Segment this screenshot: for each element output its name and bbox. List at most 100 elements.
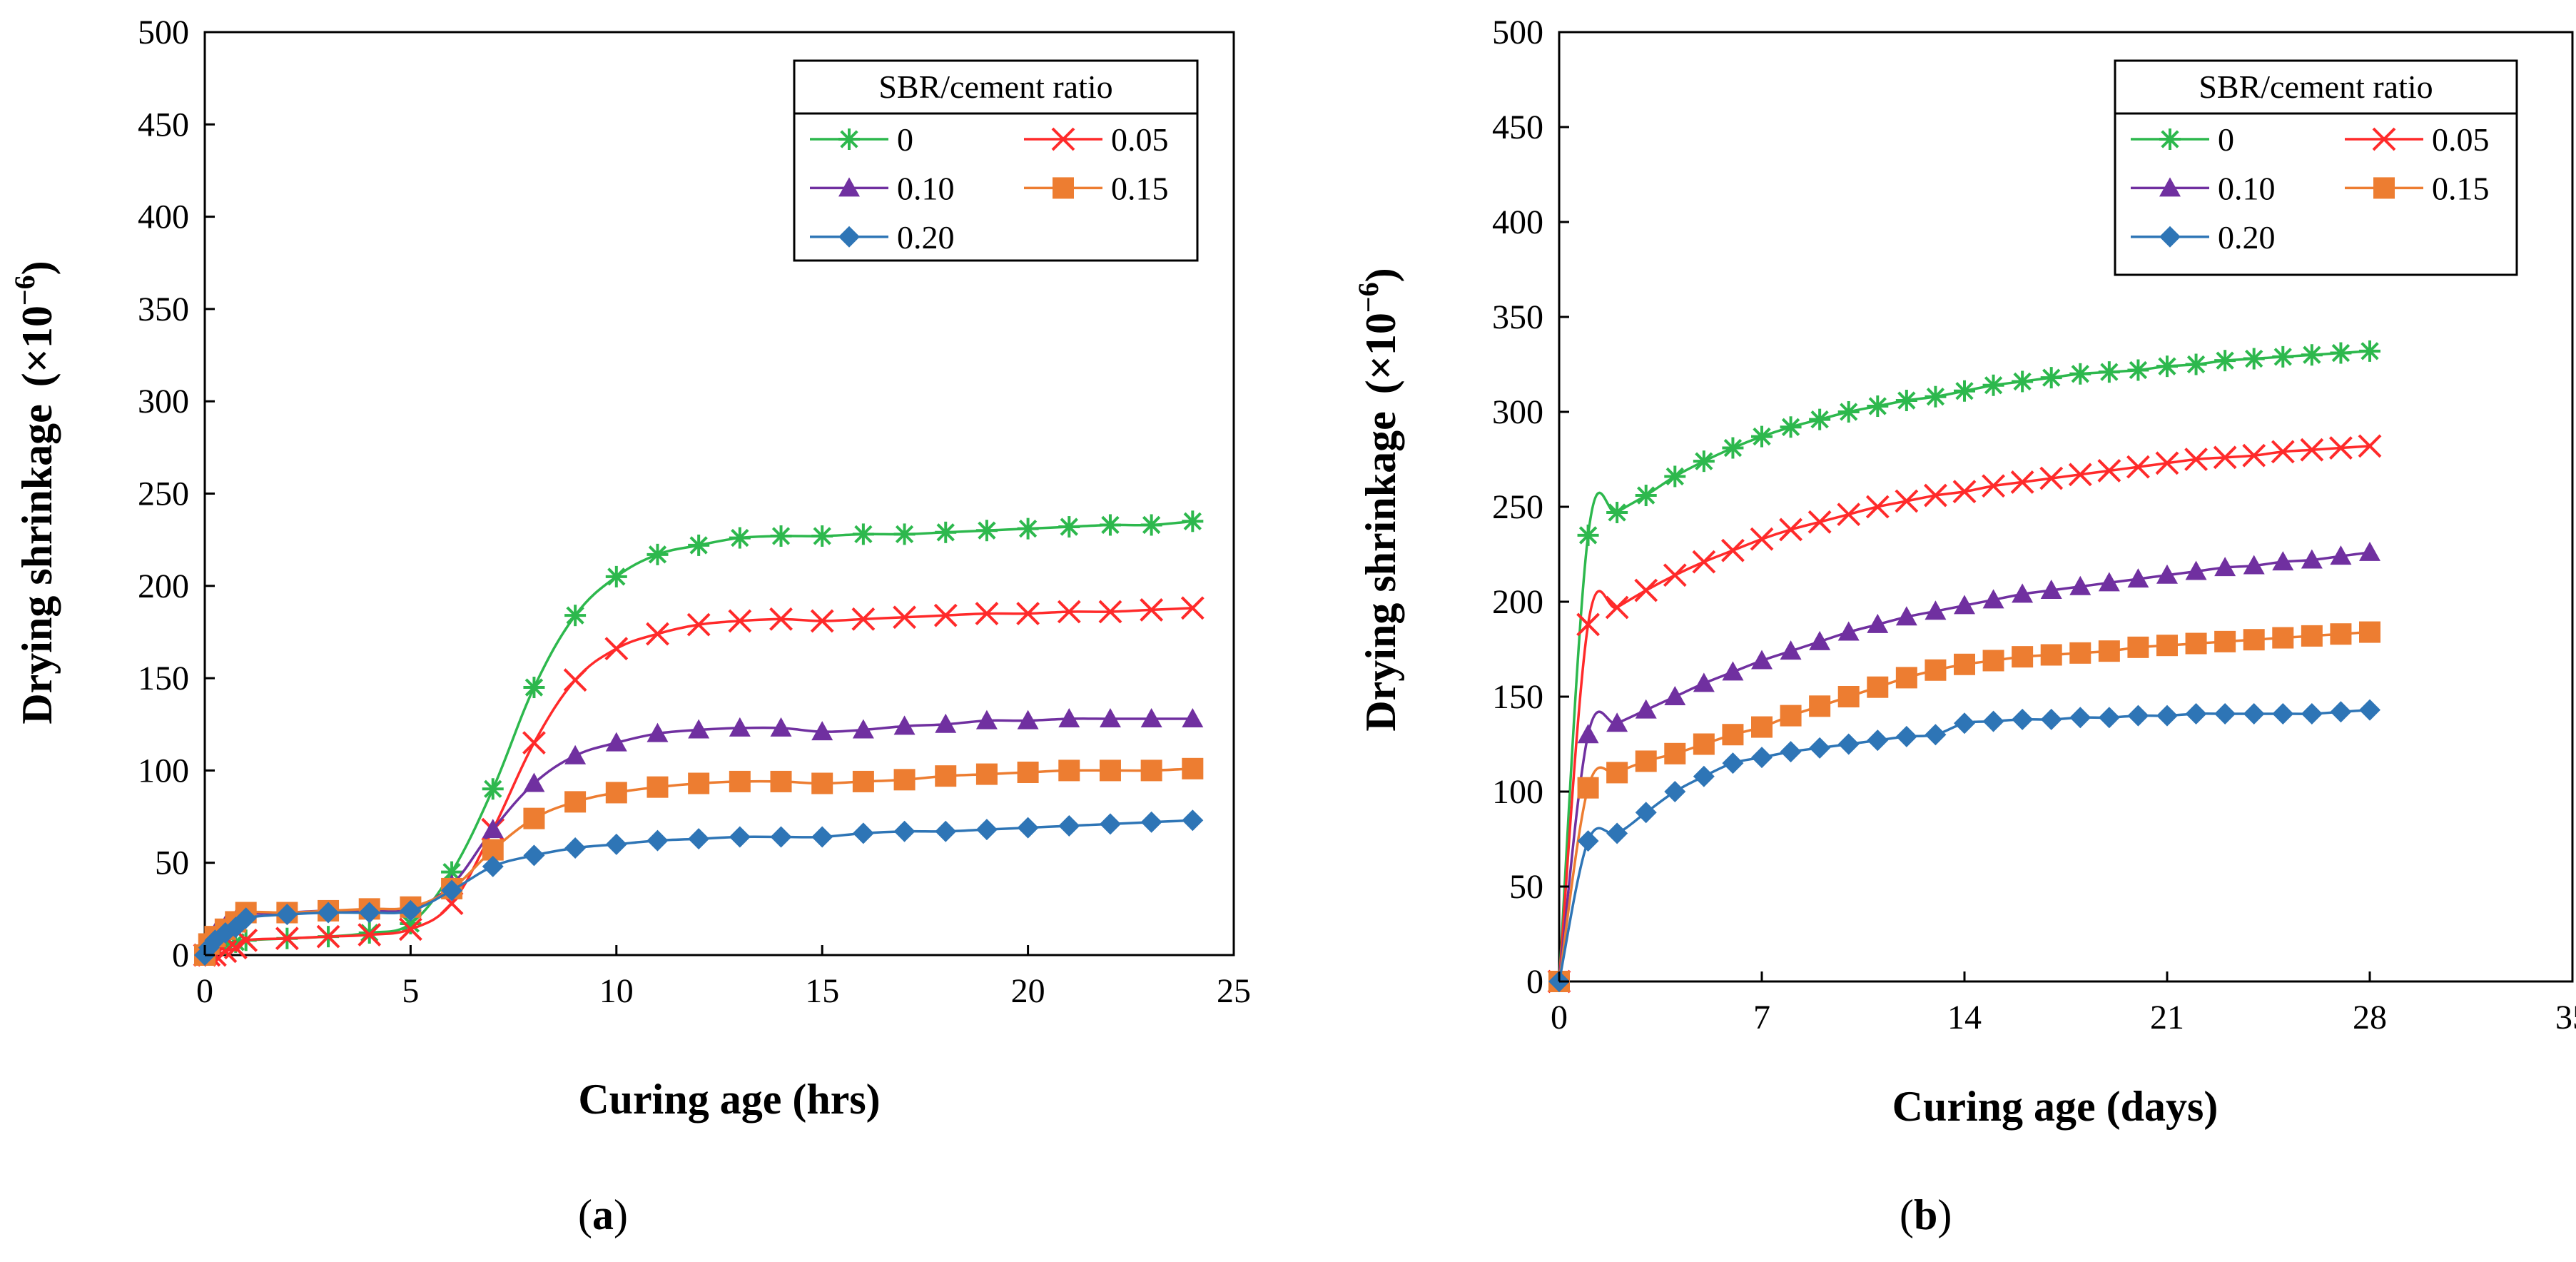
chart-a-y-tick-label: 300: [138, 383, 189, 420]
chart-b-point: [1807, 510, 1832, 534]
chart-b-point: [1693, 765, 1715, 787]
chart-b-point: [2126, 455, 2150, 479]
chart-a-point: [688, 534, 710, 556]
chart-b-y-axis-title-main: Drying shrinkage: [1357, 411, 1404, 731]
chart-b-y-tick-label: 300: [1492, 393, 1543, 431]
chart-b-point: [2271, 440, 2295, 464]
chart-b-point: [1925, 724, 1947, 746]
chart-a-point: [852, 822, 874, 844]
chart-b-legend-marker: [2159, 128, 2181, 150]
panel-letter-b: b: [1913, 1191, 1938, 1238]
chart-a-point: [852, 770, 874, 792]
chart-b-point: [1634, 578, 1658, 602]
chart-a-point: [935, 713, 957, 733]
chart-b-point: [2301, 344, 2323, 366]
chart-b-point: [2243, 348, 2265, 370]
chart-b-legend-item-0.20: 0.20: [2131, 219, 2276, 256]
chart-a-y-tick-label: 400: [138, 198, 189, 236]
chart-b-series-0.10-line: [1558, 551, 2370, 982]
chart-a-x-tick-label: 10: [599, 972, 634, 1010]
chart-b-point: [2359, 699, 2380, 721]
chart-a-point: [1180, 596, 1205, 620]
chart-a-point: [1140, 598, 1164, 622]
chart-b-point: [1780, 705, 1802, 727]
chart-b-point: [1692, 550, 1716, 574]
chart-b-point: [1605, 595, 1629, 620]
chart-b-point: [2012, 583, 2034, 603]
chart-a-y-tick-label: 350: [138, 291, 189, 328]
chart-b-y-axis-unit-close: ): [1357, 268, 1404, 282]
chart-b-point: [2184, 448, 2208, 471]
chart-a-point: [729, 717, 751, 737]
chart-a-x-tick-label: 25: [1217, 972, 1251, 1010]
chart-a-y-axis-title: Drying shrinkage (×10−6): [9, 261, 61, 724]
chart-a-point: [604, 637, 629, 661]
chart-a-legend-marker: [1053, 177, 1074, 199]
chart-b-point: [2040, 580, 2062, 600]
chart-a-point: [275, 927, 299, 951]
chart-b-point: [1577, 830, 1599, 852]
chart-a-y-axis-title-main: Drying shrinkage: [14, 404, 61, 724]
chart-b-point: [1895, 606, 1917, 626]
chart-b-point: [2243, 555, 2265, 575]
chart-b-point: [1606, 712, 1628, 732]
chart-a-point: [975, 819, 998, 841]
chart-a-point: [729, 770, 751, 792]
chart-b-series-0.15-line: [1558, 630, 2370, 982]
chart-b-ticks: 0 50 100 150 200 250 300 350 400 450 500 0 7 14 21 28 35: [1492, 14, 2576, 1036]
chart-b-point: [2185, 702, 2207, 725]
chart-a-point: [1058, 516, 1080, 538]
chart-a-point: [935, 765, 957, 787]
chart-b-point: [1837, 401, 1860, 423]
chart-b-point: [2098, 707, 2120, 729]
chart-a-y-tick-label: 200: [138, 567, 189, 605]
chart-b-point: [1606, 762, 1628, 784]
chart-a-series: [193, 510, 1205, 967]
chart-b-point: [1925, 600, 1947, 620]
chart-b-point: [1952, 480, 1977, 504]
chart-a-point: [1182, 707, 1204, 727]
chart-b-point: [2012, 708, 2034, 730]
chart-b-point: [2272, 551, 2294, 571]
chart-a-point: [1099, 813, 1121, 835]
chart-a-legend-item-0: 0: [810, 121, 913, 158]
chart-a-x-tick-label: 5: [402, 972, 419, 1010]
chart-a-point: [223, 936, 248, 960]
chart-b-legend-box: [2114, 59, 2518, 276]
chart-b-y-tick-label: 500: [1492, 14, 1543, 51]
chart-a-y-tick-label: 150: [138, 660, 189, 697]
chart-a-point: [358, 902, 380, 924]
chart-a-point: [564, 837, 587, 859]
chart-a-point: [522, 731, 546, 755]
chart-a-point: [1017, 817, 1039, 839]
chart-a-point: [646, 543, 669, 565]
chart-a-point: [276, 904, 298, 926]
chart-b-point: [2098, 361, 2120, 383]
chart-a-point: [728, 609, 752, 633]
chart-b-point: [1664, 742, 1686, 764]
chart-b-y-axis-title: Drying shrinkage (×10−6): [1352, 268, 1404, 731]
chart-b-point: [1693, 672, 1715, 692]
chart-b-point: [2127, 568, 2149, 588]
chart-b-point: [1722, 437, 1744, 459]
chart-a-point: [523, 807, 545, 829]
chart-b-point: [2213, 445, 2237, 470]
chart-b-y-tick-label: 100: [1492, 773, 1543, 811]
chart-b-legend-label: 0.15: [2432, 170, 2490, 206]
chart-b-legend-item-0.05: 0.05: [2345, 121, 2490, 158]
chart-b-point: [2010, 470, 2034, 494]
chart-b-y-tick-label: 200: [1492, 583, 1543, 621]
chart-b-point: [1693, 450, 1715, 473]
chart-b-point: [2156, 705, 2178, 727]
chart-b-legend-label: 0.10: [2218, 170, 2276, 206]
chart-a-x-tick-label: 0: [196, 972, 213, 1010]
chart-b-series-0.05: [1547, 434, 2382, 994]
chart-b-y-tick-label: 450: [1492, 108, 1543, 146]
chart-a-point: [893, 769, 916, 791]
chart-b-point: [2069, 642, 2091, 664]
chart-b-point: [1837, 733, 1860, 755]
chart-b-point: [2272, 627, 2294, 649]
chart-b-x-tick-label: 35: [2555, 999, 2576, 1036]
chart-b-x-tick-label: 28: [2353, 999, 2387, 1036]
chart-b-point: [1751, 425, 1773, 448]
